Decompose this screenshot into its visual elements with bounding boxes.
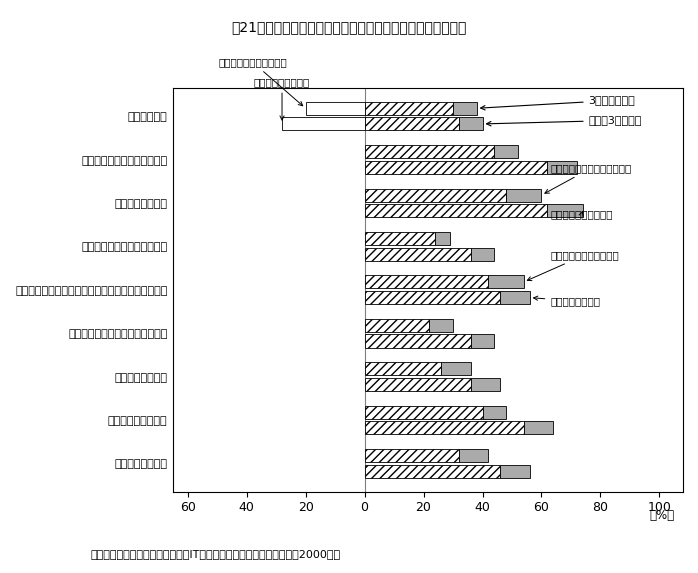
Text: 第21図　　情報化による仕事のウェイトの変化（非管理職）: 第21図 情報化による仕事のウェイトの変化（非管理職） (231, 20, 467, 34)
Bar (364, 465, 500, 478)
Bar (364, 319, 429, 332)
Text: （%）: （%） (649, 509, 674, 522)
Bar (441, 362, 470, 375)
Bar (364, 161, 547, 174)
Bar (500, 291, 530, 304)
Bar (459, 117, 482, 131)
Text: ウェイトが高まっている: ウェイトが高まっている (527, 250, 619, 281)
Bar (482, 406, 506, 419)
Bar (364, 232, 436, 245)
Bar (364, 406, 482, 419)
Bar (364, 189, 506, 202)
Text: 資料出所　　日本労働研究機構「IT活用企業についての実態調査」（2000年）: 資料出所 日本労働研究機構「IT活用企業についての実態調査」（2000年） (91, 549, 341, 559)
Text: 今後（3年程度）: 今後（3年程度） (487, 115, 642, 126)
Bar (506, 189, 542, 202)
Bar (524, 421, 554, 434)
Bar (429, 319, 453, 332)
Bar (364, 102, 453, 115)
Bar (364, 276, 489, 288)
Bar (470, 248, 494, 261)
Bar (306, 102, 364, 115)
Bar (489, 276, 524, 288)
Text: 3年前から現在: 3年前から現在 (481, 96, 635, 110)
Bar (500, 465, 530, 478)
Bar (364, 204, 547, 217)
Text: ウェイトが低下する: ウェイトが低下する (254, 77, 310, 120)
Bar (470, 378, 500, 391)
Bar (453, 102, 477, 115)
Text: ウェイトが高まる: ウェイトが高まる (533, 296, 600, 306)
Bar (547, 204, 583, 217)
Bar (364, 145, 494, 158)
Text: ウェイトがやや高まっている: ウェイトがやや高まっている (545, 163, 632, 193)
Bar (459, 449, 489, 462)
Bar (364, 421, 524, 434)
Bar (364, 362, 441, 375)
Bar (364, 248, 470, 261)
Bar (364, 378, 470, 391)
Bar (364, 291, 500, 304)
Bar (547, 161, 577, 174)
Text: ウェイトがやや高まる: ウェイトがやや高まる (550, 209, 613, 219)
Bar (494, 145, 518, 158)
Bar (282, 117, 364, 131)
Text: ウェイトが低下している: ウェイトが低下している (218, 57, 303, 106)
Bar (364, 449, 459, 462)
Bar (436, 232, 450, 245)
Bar (364, 117, 459, 131)
Bar (470, 335, 494, 347)
Bar (364, 335, 470, 347)
